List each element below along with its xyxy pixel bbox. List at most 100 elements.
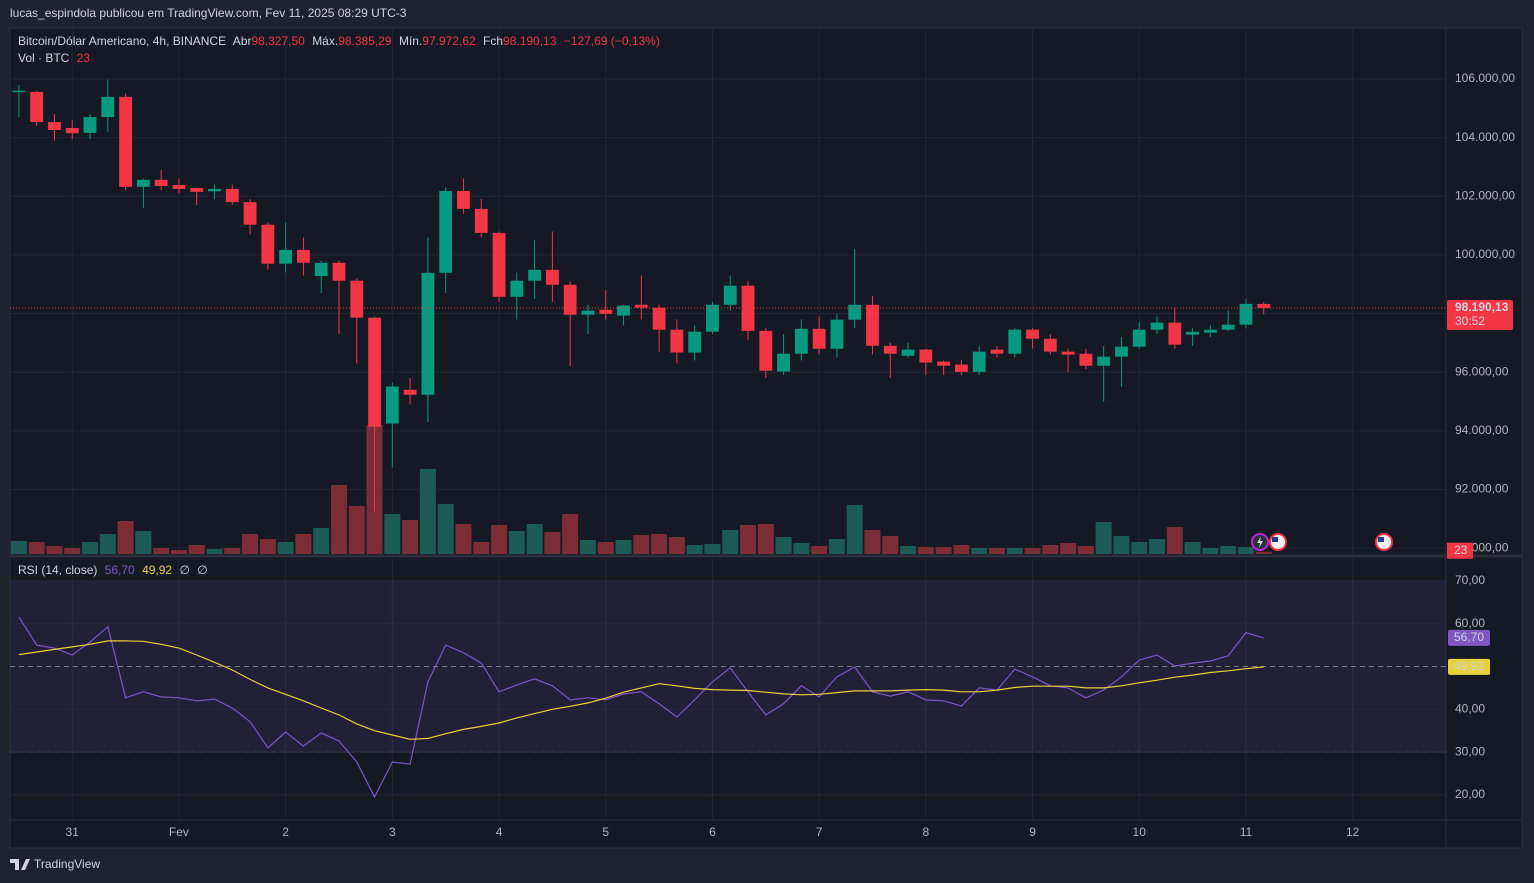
candle-body bbox=[581, 310, 595, 315]
rsi-ma-value: 49,92 bbox=[142, 563, 172, 577]
volume-bar bbox=[1202, 548, 1219, 554]
candle-body bbox=[937, 361, 951, 366]
x-tick-label: 5 bbox=[602, 825, 609, 839]
volume-bar bbox=[1024, 548, 1041, 554]
y-tick-label: 30,00 bbox=[1455, 744, 1485, 758]
candle-body bbox=[350, 280, 364, 318]
candle-body bbox=[1097, 356, 1111, 366]
volume-bar bbox=[917, 547, 934, 554]
volume-bar bbox=[206, 549, 223, 554]
volume-bar bbox=[811, 546, 828, 554]
volume-bar bbox=[935, 547, 952, 554]
candle-body bbox=[866, 304, 879, 346]
flag-canton bbox=[1378, 537, 1384, 542]
volume-bar bbox=[828, 539, 845, 554]
x-tick-label: Fev bbox=[169, 825, 189, 839]
candle-body bbox=[652, 307, 666, 330]
volume-bar bbox=[1042, 545, 1059, 554]
candle-body bbox=[563, 284, 577, 315]
candle-body bbox=[332, 262, 346, 281]
high-value: 98.385,29 bbox=[338, 34, 392, 48]
volume-bar bbox=[419, 469, 436, 554]
last-price-tag bbox=[1447, 299, 1513, 330]
lightning-icon bbox=[1257, 536, 1263, 548]
volume-bar bbox=[10, 541, 27, 554]
candle-body bbox=[1061, 351, 1075, 355]
volume-bar bbox=[1131, 542, 1148, 554]
candle-body bbox=[1150, 322, 1164, 330]
y-tick-label: 60,00 bbox=[1455, 616, 1485, 630]
rsi-value-tag bbox=[1448, 658, 1490, 675]
volume-bar bbox=[1149, 539, 1166, 554]
volume-bar bbox=[757, 524, 774, 554]
volume-bar bbox=[775, 537, 792, 554]
symbol-title: Bitcoin/Dólar Americano, 4h, BINANCE bbox=[18, 34, 226, 48]
volume-bar bbox=[1237, 547, 1254, 554]
volume-bar bbox=[473, 542, 490, 554]
candle-body bbox=[243, 202, 257, 225]
candle-body bbox=[314, 262, 328, 277]
candle-body bbox=[30, 91, 44, 123]
y-tick-label: 20,00 bbox=[1455, 787, 1485, 801]
y-tick-label: 96.000,00 bbox=[1455, 364, 1509, 378]
candle-body bbox=[545, 269, 559, 285]
candle-body bbox=[83, 117, 97, 133]
candle-body bbox=[617, 305, 630, 316]
volume-bar bbox=[686, 545, 703, 554]
candle-body bbox=[492, 232, 506, 297]
x-tick-label: 8 bbox=[922, 825, 929, 839]
volume-tag bbox=[1447, 542, 1473, 559]
volume-bar bbox=[846, 505, 863, 554]
candle-body bbox=[688, 331, 702, 353]
x-tick-label: 3 bbox=[389, 825, 396, 839]
candle-body bbox=[403, 389, 417, 395]
volume-bar bbox=[402, 520, 419, 554]
rsi-line bbox=[18, 640, 1264, 740]
volume-bar bbox=[99, 534, 116, 554]
volume-bar bbox=[1166, 527, 1183, 554]
volume-bar bbox=[295, 534, 312, 554]
volume-bar bbox=[1060, 543, 1077, 554]
logo-mark bbox=[10, 859, 30, 870]
candle-body bbox=[208, 188, 221, 192]
candle-body bbox=[279, 249, 293, 264]
candle-body bbox=[1186, 331, 1199, 335]
candle-body bbox=[812, 328, 826, 349]
volume-bar bbox=[28, 542, 45, 554]
volume-bar bbox=[348, 506, 365, 554]
volume-bar bbox=[722, 530, 739, 554]
candle-body bbox=[510, 280, 524, 297]
candle-body bbox=[225, 188, 239, 203]
close-label: Fch bbox=[483, 34, 503, 48]
candle-body bbox=[1257, 303, 1271, 308]
volume-bar bbox=[188, 545, 205, 554]
volume-bar bbox=[971, 548, 988, 554]
candle-body bbox=[990, 349, 1004, 354]
x-tick-label: 7 bbox=[816, 825, 823, 839]
volume-legend: Vol · BTC 23 bbox=[18, 51, 90, 65]
volume-bar bbox=[740, 525, 757, 554]
candle-body bbox=[385, 386, 399, 424]
candle-body bbox=[439, 190, 453, 273]
volume-bar bbox=[384, 514, 401, 554]
volume-bar bbox=[64, 548, 81, 554]
volume-bar bbox=[633, 535, 650, 554]
volume-bar bbox=[1095, 522, 1112, 554]
volume-bar bbox=[526, 524, 543, 554]
candle-body bbox=[670, 329, 684, 353]
candle-body bbox=[101, 96, 115, 118]
plot-layer: 31 Fev 2 3 4 5 6 7 8 9 10 11 1290.000,0092.000,0094.… bbox=[10, 28, 1515, 839]
candle-body bbox=[706, 304, 719, 332]
publish-header: lucas_espindola publicou em TradingView.… bbox=[10, 6, 407, 20]
x-tick-label: 12 bbox=[1346, 825, 1360, 839]
volume-bar bbox=[508, 531, 525, 554]
candle-body bbox=[955, 364, 968, 372]
rsi-value: 56,70 bbox=[105, 563, 135, 577]
rsi-input: ∅ bbox=[179, 563, 189, 577]
candle-body bbox=[972, 351, 986, 372]
volume-bar bbox=[953, 545, 970, 554]
volume-bar bbox=[117, 521, 134, 554]
candle-body bbox=[1008, 329, 1022, 354]
candle-body bbox=[457, 190, 470, 209]
rsi-value-tag bbox=[1448, 629, 1490, 646]
